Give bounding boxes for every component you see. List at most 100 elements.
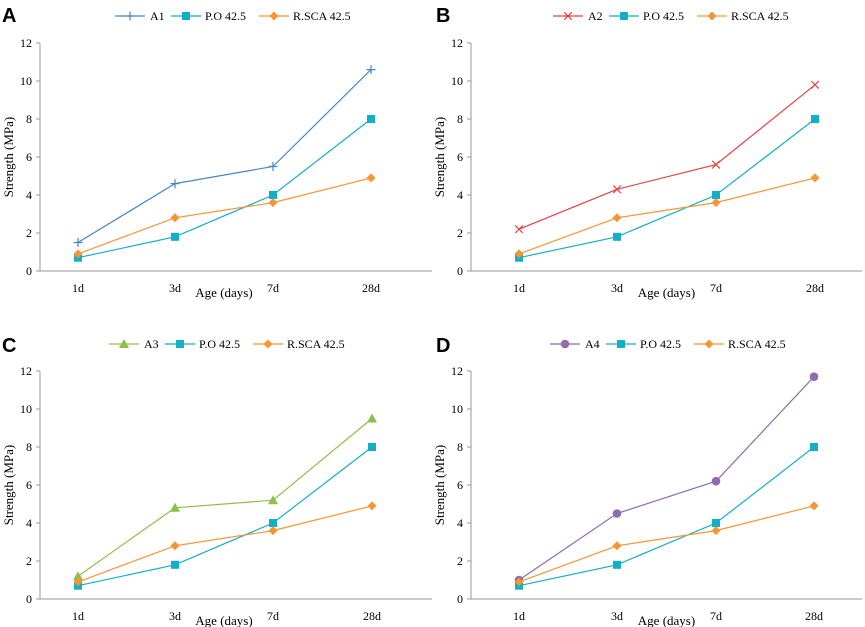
- data-point: [613, 560, 621, 569]
- series-r-sca-42-5: [73, 501, 377, 587]
- legend-marker: [620, 12, 628, 20]
- series-line: [518, 505, 815, 583]
- series-line: [518, 118, 816, 259]
- x-tick-label: 1d: [513, 609, 525, 623]
- data-point: [269, 191, 277, 199]
- legend-marker: [263, 339, 273, 349]
- series-line: [518, 177, 816, 255]
- y-tick-label: 6: [26, 150, 32, 164]
- legend-label: A2: [588, 9, 603, 23]
- y-tick-label: 2: [457, 554, 463, 568]
- x-axis-label: Age (days): [638, 613, 695, 627]
- y-axis-label: Strength (MPa): [432, 445, 447, 526]
- y-tick-label: 0: [26, 592, 32, 606]
- x-tick-label: 28d: [363, 609, 381, 623]
- x-axis-label: Age (days): [195, 613, 252, 627]
- data-point: [170, 541, 180, 551]
- legend-marker: [176, 340, 184, 348]
- y-tick-label: 12: [451, 364, 463, 378]
- data-point: [612, 185, 622, 194]
- legend-label: P.O 42.5: [199, 337, 240, 351]
- y-axis-label: Strength (MPa): [432, 117, 447, 198]
- data-point: [809, 501, 819, 511]
- data-point: [268, 495, 278, 505]
- data-point: [711, 476, 721, 486]
- data-point: [514, 577, 524, 587]
- series-line: [77, 69, 372, 244]
- data-point: [810, 80, 820, 90]
- y-tick-label: 4: [457, 188, 463, 202]
- y-tick-label: 4: [26, 188, 32, 202]
- panel-letter: D: [436, 335, 450, 357]
- x-tick-label: 28d: [805, 609, 823, 623]
- series-line: [518, 84, 816, 230]
- y-tick-label: 0: [457, 264, 463, 278]
- legend: A1 P.O 42.5 R.SCA 42.5: [115, 9, 351, 23]
- legend-marker: [617, 340, 625, 348]
- y-axis-label: Strength (MPa): [1, 445, 16, 526]
- series-a3: [73, 413, 377, 581]
- data-point: [514, 249, 524, 259]
- data-point: [268, 526, 278, 536]
- y-tick-label: 12: [20, 364, 32, 378]
- data-point: [711, 160, 721, 169]
- data-point: [367, 115, 375, 123]
- y-tick-label: 2: [26, 226, 32, 240]
- y-tick-label: 10: [20, 74, 32, 88]
- legend-marker: [125, 11, 135, 21]
- legend: A2 P.O 42.5 R.SCA 42.5: [553, 9, 789, 23]
- legend-label: A4: [585, 337, 600, 351]
- legend-label: A3: [144, 337, 159, 351]
- series-a1: [73, 65, 376, 247]
- y-axis-label: Strength (MPa): [1, 117, 16, 198]
- x-tick-label: 28d: [362, 281, 380, 295]
- x-axis-label: Age (days): [195, 285, 252, 300]
- data-point: [268, 162, 278, 171]
- series-r-sca-42-5: [514, 173, 820, 259]
- chart-panel-d: D 0 2 4 6 8 10 12 1d 3d 7d 28d Age (days) Strength (M…: [432, 335, 862, 627]
- series-line: [518, 446, 815, 587]
- x-tick-label: 1d: [72, 281, 84, 295]
- legend-label: P.O 42.5: [643, 9, 684, 23]
- y-tick-label: 8: [26, 440, 32, 454]
- y-tick-label: 2: [26, 554, 32, 568]
- data-point: [368, 443, 376, 451]
- legend-marker: [704, 339, 714, 349]
- series-line: [77, 418, 373, 577]
- x-axis-label: Age (days): [638, 285, 695, 300]
- data-point: [171, 232, 179, 241]
- data-point: [612, 509, 622, 518]
- series-r-sca-42-5: [514, 501, 819, 587]
- x-tick-label: 7d: [710, 281, 722, 295]
- x-tick-label: 28d: [806, 281, 824, 295]
- data-point: [170, 179, 180, 189]
- x-tick-label: 1d: [513, 281, 525, 295]
- chart-panel-a: A 0 2 4 6 8 10 12 1d 3d 7d 28d Age (days) Strength (M…: [1, 5, 432, 300]
- series-r-sca-42-5: [73, 173, 376, 259]
- x-tick-label: 3d: [611, 609, 623, 623]
- data-point: [811, 115, 819, 123]
- panel-letter: A: [2, 5, 16, 27]
- legend-marker: [563, 11, 573, 21]
- data-point: [366, 65, 376, 75]
- data-point: [711, 198, 721, 208]
- x-tick-label: 3d: [169, 609, 181, 623]
- panel-letter: B: [436, 5, 450, 27]
- data-point: [269, 519, 277, 527]
- chart-panel-c: C 0 2 4 6 8 10 12 1d 3d 7d 28d Age (days) Strength (M…: [1, 335, 432, 627]
- legend-label: R.SCA 42.5: [728, 337, 786, 351]
- y-tick-label: 0: [26, 264, 32, 278]
- y-tick-label: 6: [26, 478, 32, 492]
- data-point: [170, 502, 180, 512]
- y-tick-label: 2: [457, 226, 463, 240]
- series-line: [77, 118, 372, 259]
- y-tick-label: 10: [451, 74, 463, 88]
- data-point: [367, 413, 377, 423]
- y-tick-label: 0: [457, 592, 463, 606]
- y-tick-label: 12: [20, 36, 32, 50]
- data-point: [73, 249, 83, 259]
- data-point: [809, 372, 819, 382]
- legend-marker: [182, 12, 190, 20]
- x-tick-label: 7d: [267, 609, 279, 623]
- y-tick-label: 8: [26, 112, 32, 126]
